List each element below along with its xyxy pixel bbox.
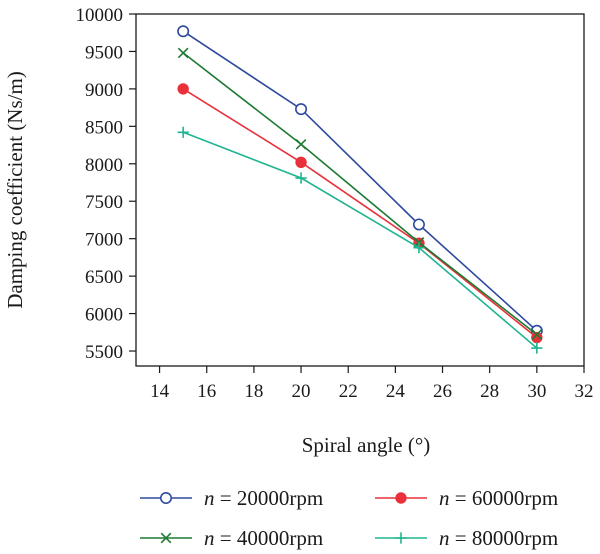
y-tick-label: 9500	[85, 42, 123, 63]
y-tick-label: 5500	[85, 342, 123, 363]
legend-variable: n	[204, 486, 215, 510]
x-axis-title: Spiral angle (°)	[302, 433, 431, 457]
plot-area	[135, 13, 585, 367]
data-point	[295, 138, 307, 150]
y-tick-label: 6500	[85, 267, 123, 288]
data-point	[531, 329, 543, 340]
data-point	[531, 342, 543, 354]
series-3	[177, 47, 543, 340]
legend-value: = 20000rpm	[215, 486, 324, 510]
data-point	[177, 126, 189, 138]
legend-value: = 60000rpm	[450, 486, 559, 510]
x-tick-label: 16	[197, 381, 216, 402]
legend-marker	[160, 491, 173, 504]
x-tick-label: 18	[244, 381, 263, 402]
y-tick-label: 8000	[85, 155, 123, 176]
series-line	[182, 131, 538, 349]
legend-label: n = 60000rpm	[439, 486, 558, 510]
x-tick-label: 24	[386, 381, 406, 402]
data-point	[177, 47, 189, 59]
series-line	[182, 52, 538, 336]
legend-variable: n	[439, 526, 450, 550]
x-tick-label: 30	[527, 381, 546, 402]
legend-value: = 40000rpm	[215, 526, 324, 550]
legend-label: n = 40000rpm	[204, 526, 323, 550]
data-point	[177, 83, 189, 95]
legend-value: = 80000rpm	[450, 526, 559, 550]
y-axis: 5500 6000 6500 7000 7500 8000 8500 9000 9500 1000…	[76, 5, 136, 363]
legend-item: n = 40000rpm	[140, 526, 323, 550]
y-axis-title: Damping coefficient (Ns/m)	[3, 71, 27, 309]
data-point	[295, 103, 308, 116]
x-tick-label: 22	[339, 381, 358, 402]
x-tick-label: 32	[575, 381, 594, 402]
legend-variable: n	[439, 486, 450, 510]
y-tick-label: 7500	[85, 192, 123, 213]
x-tick-label: 28	[480, 381, 499, 402]
legend-label: n = 80000rpm	[439, 526, 558, 550]
series-line	[182, 88, 538, 339]
y-tick-label: 9000	[85, 80, 123, 101]
y-tick-label: 10000	[76, 5, 124, 26]
legend-label: n = 20000rpm	[204, 486, 323, 510]
y-tick-label: 7000	[85, 230, 123, 251]
y-tick-label: 6000	[85, 305, 123, 326]
series-4	[177, 126, 543, 354]
data-point	[295, 156, 307, 168]
y-tick-label: 8500	[85, 117, 123, 138]
data-point	[412, 218, 425, 231]
plot-frame	[135, 13, 585, 367]
data-point	[413, 242, 425, 254]
series-1	[177, 25, 543, 337]
legend-item: n = 20000rpm	[140, 486, 323, 510]
x-axis: 14 16 18 20 22 24 26 28 30 32	[150, 366, 594, 402]
x-tick-label: 14	[150, 381, 170, 402]
legend-item: n = 80000rpm	[375, 526, 558, 550]
legend-marker	[160, 532, 172, 544]
series-line	[182, 30, 538, 332]
x-tick-label: 20	[292, 381, 311, 402]
series-layer	[177, 25, 543, 354]
legend-marker	[395, 492, 407, 504]
data-point	[295, 172, 307, 184]
legend-variable: n	[204, 526, 215, 550]
data-point	[177, 25, 190, 38]
x-tick-label: 26	[433, 381, 452, 402]
legend-item: n = 60000rpm	[375, 486, 558, 510]
legend-marker	[395, 532, 407, 544]
